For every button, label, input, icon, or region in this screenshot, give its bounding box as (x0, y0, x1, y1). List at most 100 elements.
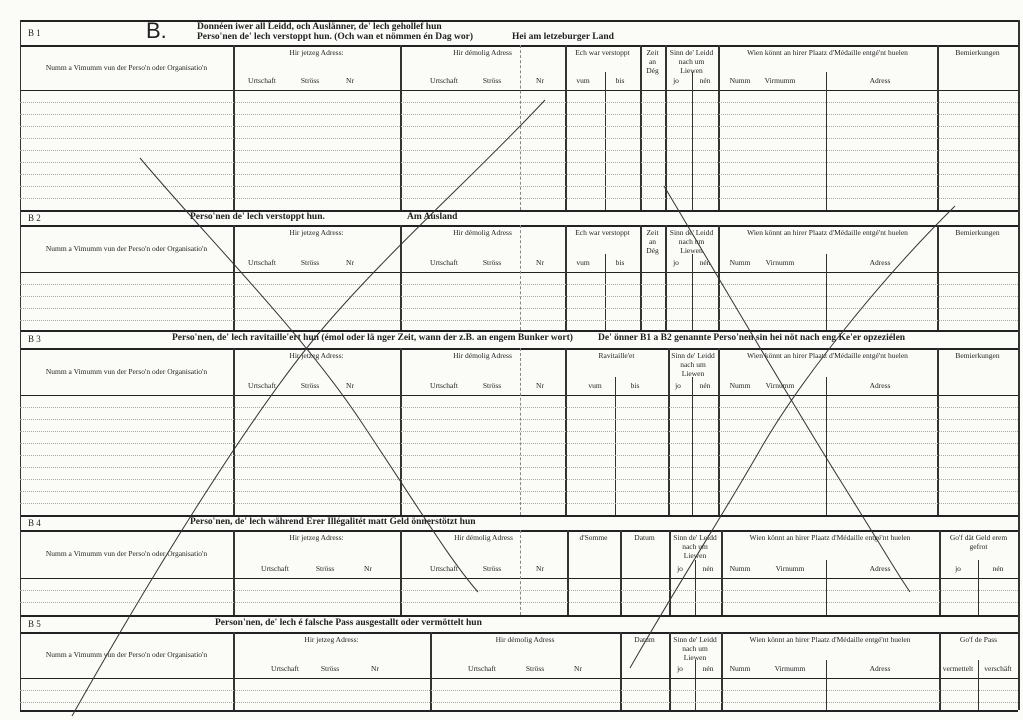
column-header: Sinn de' Leidd nach um Liewen (669, 48, 714, 75)
entry-row-line[interactable] (20, 284, 1018, 285)
sub-column-divider (978, 660, 979, 710)
entry-row-line[interactable] (20, 126, 1018, 127)
column-divider (939, 632, 941, 710)
sub-column-header: bis (615, 258, 625, 267)
column-header: Numm a Vimumm vun der Perso'n oder Organ… (45, 650, 208, 659)
section-top-border (20, 515, 1018, 517)
sub-column-header: Nr (536, 381, 544, 390)
column-header: Wien könnt an hirer Plaatz d'Médaille en… (747, 228, 908, 237)
column-header: Sinn de' Leidd nach um Liewen (669, 228, 714, 255)
column-header: Datum (634, 635, 655, 644)
title-bottom-border (20, 632, 1018, 634)
section-right-border (1018, 210, 1020, 330)
strike-line-4 (629, 205, 956, 669)
entry-row-line[interactable] (20, 150, 1018, 151)
sub-column-header: Adress (869, 664, 891, 673)
sub-column-header: nén (699, 76, 711, 85)
entry-row-line[interactable] (20, 186, 1018, 187)
column-header: Bemierkungen (955, 48, 1000, 57)
column-header: Sinn de' Leidd nach um Liewen (673, 635, 717, 662)
entry-row-line[interactable] (20, 419, 1018, 420)
entry-row-line[interactable] (20, 102, 1018, 103)
entry-row-line[interactable] (20, 114, 1018, 115)
sub-column-header: vum (576, 258, 590, 267)
header-bottom-border (20, 395, 1018, 396)
sub-column-header: jo (677, 664, 683, 673)
section-right-border (1018, 330, 1020, 515)
column-divider (567, 530, 569, 615)
sub-column-header: Virnumm (775, 564, 805, 573)
sub-column-header: Urtschaft (271, 664, 299, 673)
entry-row-line[interactable] (20, 503, 1018, 504)
column-header: Zeit an Dég (646, 48, 659, 75)
sub-column-header: Ströss (482, 564, 502, 573)
sub-column-header: Numm (729, 76, 751, 85)
column-divider (937, 225, 939, 330)
sub-column-header: Nr (574, 664, 582, 673)
entry-row-line[interactable] (20, 138, 1018, 139)
entry-row-line[interactable] (20, 162, 1018, 163)
header-bottom-border (20, 90, 1018, 91)
entry-row-line[interactable] (20, 467, 1018, 468)
entry-row-line[interactable] (20, 702, 1018, 703)
column-header: Hir démolig Adress (454, 533, 513, 542)
sub-column-header: Nr (346, 258, 354, 267)
column-divider (721, 632, 723, 710)
entry-row-line[interactable] (20, 455, 1018, 456)
sub-column-header: Numm (729, 258, 751, 267)
sub-column-header: Nr (536, 258, 544, 267)
section-left-border (20, 330, 21, 515)
entry-row-line[interactable] (20, 296, 1018, 297)
sub-column-header: bis (615, 76, 625, 85)
sub-column-header: Nr (364, 564, 372, 573)
entry-row-line[interactable] (20, 479, 1018, 480)
sub-column-header: Adress (869, 381, 891, 390)
column-divider (620, 632, 622, 710)
column-divider (565, 45, 567, 210)
sub-column-header: nén (992, 564, 1004, 573)
entry-row-line[interactable] (20, 174, 1018, 175)
entry-row-line[interactable] (20, 431, 1018, 432)
sub-column-header: jo (675, 381, 681, 390)
title-bottom-border (20, 348, 1018, 350)
entry-row-line[interactable] (20, 690, 1018, 691)
column-header: Zeit an Dég (646, 228, 659, 255)
sub-column-header: Ströss (315, 564, 335, 573)
sub-column-header: Urtschaft (261, 564, 289, 573)
section-left-border (20, 515, 21, 615)
column-header: Numm a Vimumm vun der Perso'n oder Organ… (45, 62, 208, 72)
entry-row-line[interactable] (20, 602, 1018, 603)
column-header: Numm a Vimumm vun der Perso'n oder Organ… (45, 366, 208, 376)
entry-row-line[interactable] (20, 198, 1018, 199)
sub-column-header: Numm (729, 381, 751, 390)
entry-row-line[interactable] (20, 308, 1018, 309)
column-header: Hir jetzeg Adress: (289, 48, 344, 57)
sub-column-divider (826, 660, 827, 710)
section-title: Perso'nen de' lech verstoppt hun. (Och w… (197, 32, 474, 42)
section-title: Person'nen, de' lech é falsche Pass ausg… (215, 617, 482, 628)
entry-row-line[interactable] (20, 320, 1018, 321)
column-divider (400, 225, 402, 330)
entry-row-line[interactable] (20, 491, 1018, 492)
sub-column-header: Ströss (482, 258, 502, 267)
section-right-border (1018, 20, 1020, 210)
entry-row-line[interactable] (20, 443, 1018, 444)
sub-column-header: Urtschaft (248, 381, 276, 390)
section-top-border (20, 20, 1018, 22)
sub-column-divider (692, 377, 693, 515)
section-label: B 4 (28, 517, 41, 528)
form-bottom-border (20, 710, 1018, 712)
entry-row-line[interactable] (20, 407, 1018, 408)
column-divider (665, 45, 667, 210)
sub-column-header: Urtschaft (248, 76, 276, 85)
column-header: Ech war verstoppt (575, 228, 630, 237)
column-header: Hir démolig Adress (453, 228, 512, 237)
column-header: d'Somme (579, 533, 608, 542)
header-bottom-border (20, 272, 1018, 273)
sub-column-header: Nr (346, 381, 354, 390)
column-header: Go'f dät Geld erem gefrot (949, 533, 1008, 551)
sub-column-divider (615, 377, 616, 515)
section-label: B 2 (28, 212, 41, 223)
sub-column-header: nén (702, 664, 714, 673)
entry-row-line[interactable] (20, 590, 1018, 591)
